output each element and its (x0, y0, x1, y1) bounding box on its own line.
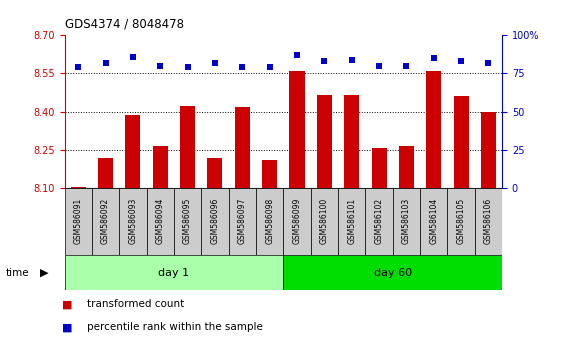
Bar (65, 188, 92, 255)
Text: GSM586103: GSM586103 (402, 198, 411, 244)
Bar (311, 188, 338, 255)
Text: GSM586095: GSM586095 (183, 198, 192, 245)
Bar (420, 188, 448, 255)
Bar (92, 188, 119, 255)
Point (429, 55, 438, 61)
Point (101, 60, 110, 65)
Text: GSM586094: GSM586094 (156, 198, 165, 245)
Text: GSM586105: GSM586105 (457, 198, 466, 244)
Text: GSM586096: GSM586096 (210, 198, 219, 245)
Bar (153, 146, 168, 188)
Bar (119, 188, 146, 255)
Bar (146, 188, 174, 255)
Text: GSM586104: GSM586104 (429, 198, 438, 244)
Bar (399, 146, 414, 188)
Point (457, 58, 466, 64)
Point (156, 63, 165, 69)
Bar (125, 115, 140, 188)
Point (265, 64, 274, 70)
Text: transformed count: transformed count (87, 299, 184, 309)
Bar (283, 255, 502, 290)
Bar (481, 112, 496, 188)
Bar (371, 148, 387, 188)
Bar (317, 95, 332, 188)
Text: ■: ■ (62, 322, 72, 332)
Point (292, 52, 301, 58)
Point (128, 54, 137, 59)
Point (347, 57, 356, 63)
Point (73, 64, 82, 70)
Bar (208, 158, 223, 188)
Text: GDS4374 / 8048478: GDS4374 / 8048478 (65, 18, 183, 31)
Text: GSM586100: GSM586100 (320, 198, 329, 244)
Point (183, 64, 192, 70)
Text: GSM586098: GSM586098 (265, 198, 274, 244)
Text: GSM586101: GSM586101 (347, 198, 356, 244)
Bar (283, 188, 311, 255)
Text: day 1: day 1 (158, 268, 190, 278)
Bar (256, 188, 283, 255)
Point (210, 60, 219, 65)
Bar (229, 188, 256, 255)
Bar (180, 107, 195, 188)
Bar (453, 96, 468, 188)
Text: GSM586102: GSM586102 (375, 198, 384, 244)
Bar (338, 188, 365, 255)
Text: time: time (6, 268, 29, 278)
Text: ■: ■ (62, 299, 72, 309)
Text: GSM586099: GSM586099 (292, 198, 301, 245)
Text: percentile rank within the sample: percentile rank within the sample (87, 322, 263, 332)
Text: GSM586097: GSM586097 (238, 198, 247, 245)
Bar (65, 255, 283, 290)
Text: ▶: ▶ (40, 268, 49, 278)
Point (402, 63, 411, 69)
Bar (475, 188, 502, 255)
Bar (344, 95, 359, 188)
Bar (234, 107, 250, 188)
Text: GSM586091: GSM586091 (73, 198, 82, 244)
Bar (426, 72, 442, 188)
Bar (393, 188, 420, 255)
Bar (98, 158, 113, 188)
Bar (201, 188, 229, 255)
Bar (448, 188, 475, 255)
Point (375, 63, 384, 69)
Point (238, 64, 247, 70)
Text: GSM586093: GSM586093 (128, 198, 137, 245)
Text: GSM586106: GSM586106 (484, 198, 493, 244)
Bar (289, 72, 305, 188)
Text: GSM586092: GSM586092 (101, 198, 110, 244)
Point (484, 60, 493, 65)
Bar (174, 188, 201, 255)
Point (320, 58, 329, 64)
Bar (71, 187, 86, 188)
Bar (365, 188, 393, 255)
Text: day 60: day 60 (374, 268, 412, 278)
Bar (262, 160, 277, 188)
